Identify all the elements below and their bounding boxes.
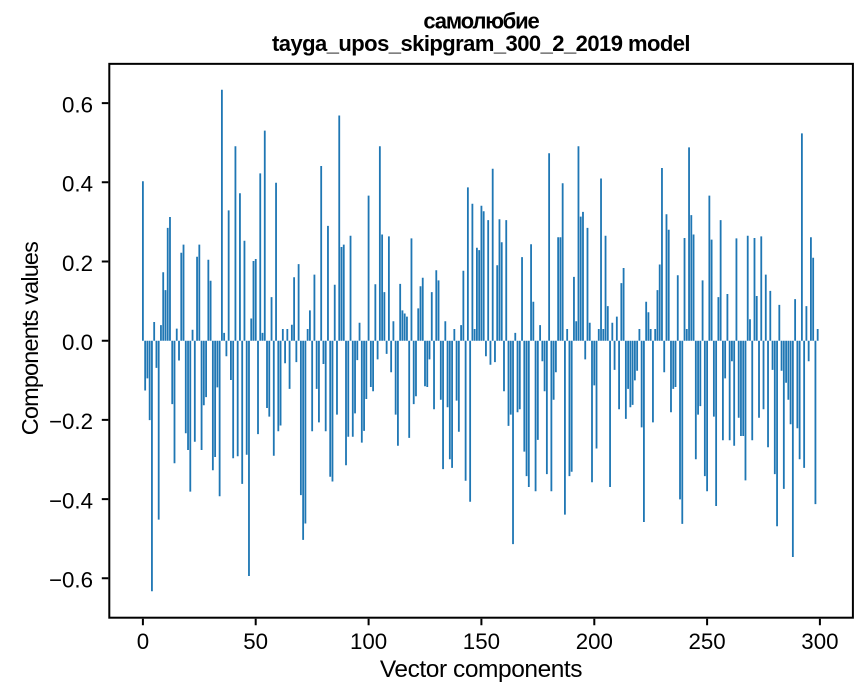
svg-text:300: 300 xyxy=(801,629,838,654)
svg-text:150: 150 xyxy=(463,629,500,654)
svg-text:100: 100 xyxy=(350,629,387,654)
svg-text:−0.6: −0.6 xyxy=(49,568,93,593)
svg-text:tayga_upos_skipgram_300_2_2019: tayga_upos_skipgram_300_2_2019 model xyxy=(272,31,690,56)
svg-text:самолюбие: самолюбие xyxy=(423,8,539,33)
svg-text:Components values: Components values xyxy=(17,242,43,435)
svg-text:250: 250 xyxy=(688,629,725,654)
svg-text:0.4: 0.4 xyxy=(62,172,93,197)
svg-text:0.0: 0.0 xyxy=(62,330,93,355)
svg-text:−0.2: −0.2 xyxy=(49,409,93,434)
svg-text:200: 200 xyxy=(576,629,613,654)
svg-text:0.2: 0.2 xyxy=(62,251,93,276)
svg-text:50: 50 xyxy=(243,629,268,654)
svg-text:−0.4: −0.4 xyxy=(49,488,93,513)
svg-text:0.6: 0.6 xyxy=(62,92,93,117)
svg-text:Vector components: Vector components xyxy=(380,656,582,683)
svg-text:0: 0 xyxy=(137,629,149,654)
